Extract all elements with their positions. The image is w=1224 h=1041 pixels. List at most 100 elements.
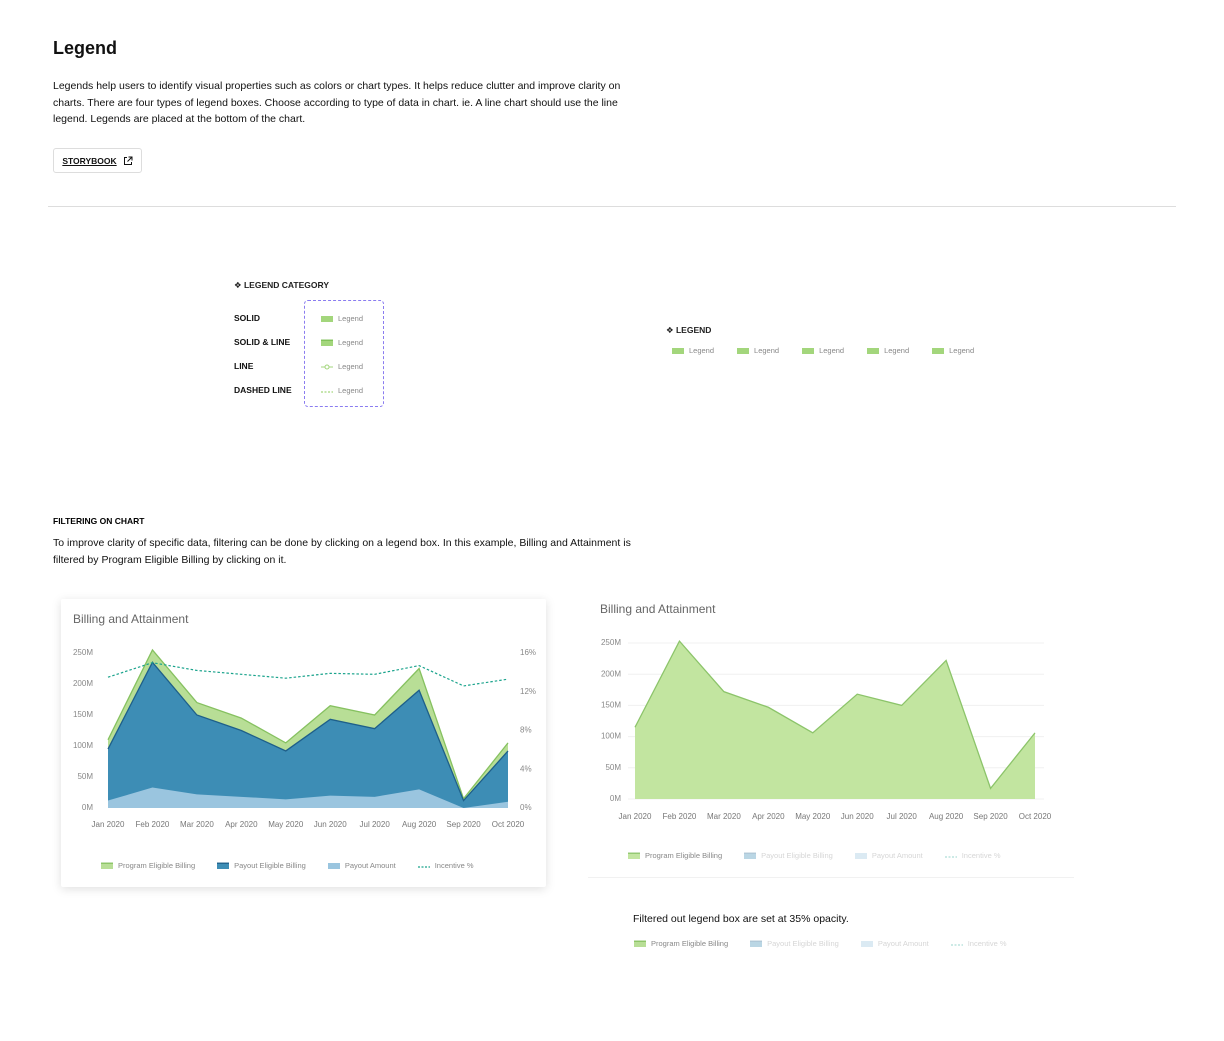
legend-swatch: [860, 940, 873, 947]
swatch-fill: [321, 315, 333, 322]
legend-label: Legend: [338, 338, 364, 347]
x-tick-label: Jun 2020: [313, 820, 347, 829]
legend-item[interactable]: Payout Amount: [860, 939, 929, 948]
y-tick-label: 250M: [73, 648, 93, 657]
legend-item: Legend: [672, 346, 714, 355]
x-tick-label: Oct 2020: [491, 820, 525, 829]
page-title: Legend: [53, 38, 118, 58]
legend-swatch: [750, 940, 763, 947]
legend-swatch: [321, 364, 333, 369]
legend-swatch: [101, 862, 113, 869]
swatch-fill: [744, 852, 757, 859]
legend-item: Legend: [802, 346, 844, 355]
legend-label: Program Eligible Billing: [651, 939, 729, 948]
x-tick-label: May 2020: [795, 812, 831, 821]
legend-item[interactable]: Program Eligible Billing: [628, 851, 722, 860]
x-tick-label: Feb 2020: [662, 812, 697, 821]
x-tick-label: Jan 2020: [618, 812, 652, 821]
chart: 0M 50M 100M 150M 200M 250M: [601, 638, 1044, 803]
legend-item[interactable]: Payout Amount: [327, 861, 396, 870]
legend-label: Payout Eligible Billing: [767, 939, 839, 948]
y-tick-label: 150M: [73, 710, 93, 719]
legend-item: Legend: [321, 362, 363, 371]
x-tick-label: Mar 2020: [706, 812, 741, 821]
note: Filtered out legend box are set at 35% o…: [633, 913, 849, 925]
legend-item[interactable]: Program Eligible Billing: [101, 861, 195, 870]
chart-card: Billing and Attainment 0M 50M 100M 150M 200M 2…: [61, 599, 546, 887]
legend-label: Payout Eligible Billing: [761, 851, 833, 860]
area: [635, 641, 1035, 799]
legend-label: Legend: [884, 346, 910, 355]
x-tick-label: Jan 2020: [91, 820, 125, 829]
y-tick-label: 50M: [77, 772, 93, 781]
external-link-icon: [123, 156, 133, 165]
x-tick-label: Apr 2020: [225, 820, 258, 829]
legend-item[interactable]: Payout Eligible Billing: [744, 851, 833, 860]
y-tick-label: 200M: [73, 679, 93, 688]
legend-swatch: [321, 339, 333, 346]
legend-swatch: [932, 347, 945, 354]
legend-item[interactable]: Incentive %: [417, 861, 474, 870]
y2-tick-label: 16%: [520, 648, 536, 657]
storybook-button[interactable]: STORYBOOK: [53, 148, 142, 173]
legend-label: Incentive %: [967, 939, 1007, 948]
y-tick-label: 200M: [601, 669, 621, 678]
legend-label: Legend: [754, 346, 780, 355]
divider: [48, 206, 1176, 207]
legend: Program Eligible Billing Payout Eligible …: [101, 861, 474, 870]
area: [108, 662, 508, 808]
text-line: legend. Legends are placed at the bottom…: [53, 113, 306, 125]
legend-item[interactable]: Payout Eligible Billing: [217, 861, 306, 870]
legend-swatch: [321, 315, 333, 322]
legend-swatch: [634, 940, 646, 947]
legend-swatch: [417, 865, 430, 868]
legend-item[interactable]: Incentive %: [950, 939, 1007, 948]
x-tick-label: Mar 2020: [179, 820, 214, 829]
legend-item[interactable]: Payout Eligible Billing: [750, 939, 839, 948]
chart-title: Billing and Attainment: [600, 602, 716, 616]
legend-swatch: [744, 852, 757, 859]
x-tick-label: Apr 2020: [752, 812, 785, 821]
area-line: [107, 648, 509, 801]
swatch-fill: [802, 347, 815, 354]
legend-swatch: [944, 855, 957, 858]
swatch-dot: [324, 364, 330, 369]
legend-label: Program Eligible Billing: [118, 861, 196, 870]
legend-swatch: [854, 852, 867, 859]
swatch-fill: [628, 852, 640, 859]
y-tick-label: 0M: [82, 803, 93, 812]
section-title: ❖ LEGEND CATEGORY: [234, 280, 329, 290]
swatch-fill: [854, 852, 867, 859]
row-label: SOLID: [234, 313, 260, 323]
legend-item: Legend: [737, 346, 779, 355]
x-tick-label: Sep 2020: [973, 812, 1008, 821]
swatch-fill: [327, 862, 340, 869]
x-tick-label: Jun 2020: [840, 812, 874, 821]
swatch-fill: [750, 940, 763, 947]
legend-item: Legend: [932, 346, 974, 355]
legend-swatch: [950, 943, 963, 946]
swatch-fill: [321, 339, 333, 346]
legend-item[interactable]: Payout Amount: [854, 851, 923, 860]
legend-label: Legend: [338, 362, 364, 371]
legend-label: Incentive %: [961, 851, 1001, 860]
legend-item[interactable]: Incentive %: [944, 851, 1001, 860]
x-tick-label: Jul 2020: [886, 812, 917, 821]
row-label: SOLID & LINE: [234, 337, 291, 347]
legend-row: Program Eligible Billing Payout Eligible …: [634, 939, 1007, 948]
swatch-fill: [217, 862, 230, 869]
y-tick-label: 250M: [601, 638, 621, 647]
section-title: FILTERING ON CHART: [53, 516, 145, 526]
area: [108, 787, 508, 808]
description: Legends help users to identify visual pr…: [53, 78, 620, 128]
legend-item[interactable]: Program Eligible Billing: [634, 939, 728, 948]
y2-tick-label: 4%: [520, 764, 532, 773]
legend-label: Legend: [689, 346, 715, 355]
legend-swatch: [327, 862, 340, 869]
section-title: ❖ LEGEND: [666, 325, 712, 335]
y2-tick-label: 12%: [520, 687, 536, 696]
legend-label: Incentive %: [434, 861, 474, 870]
legend-label: Payout Amount: [871, 851, 923, 860]
swatch-fill: [860, 940, 873, 947]
